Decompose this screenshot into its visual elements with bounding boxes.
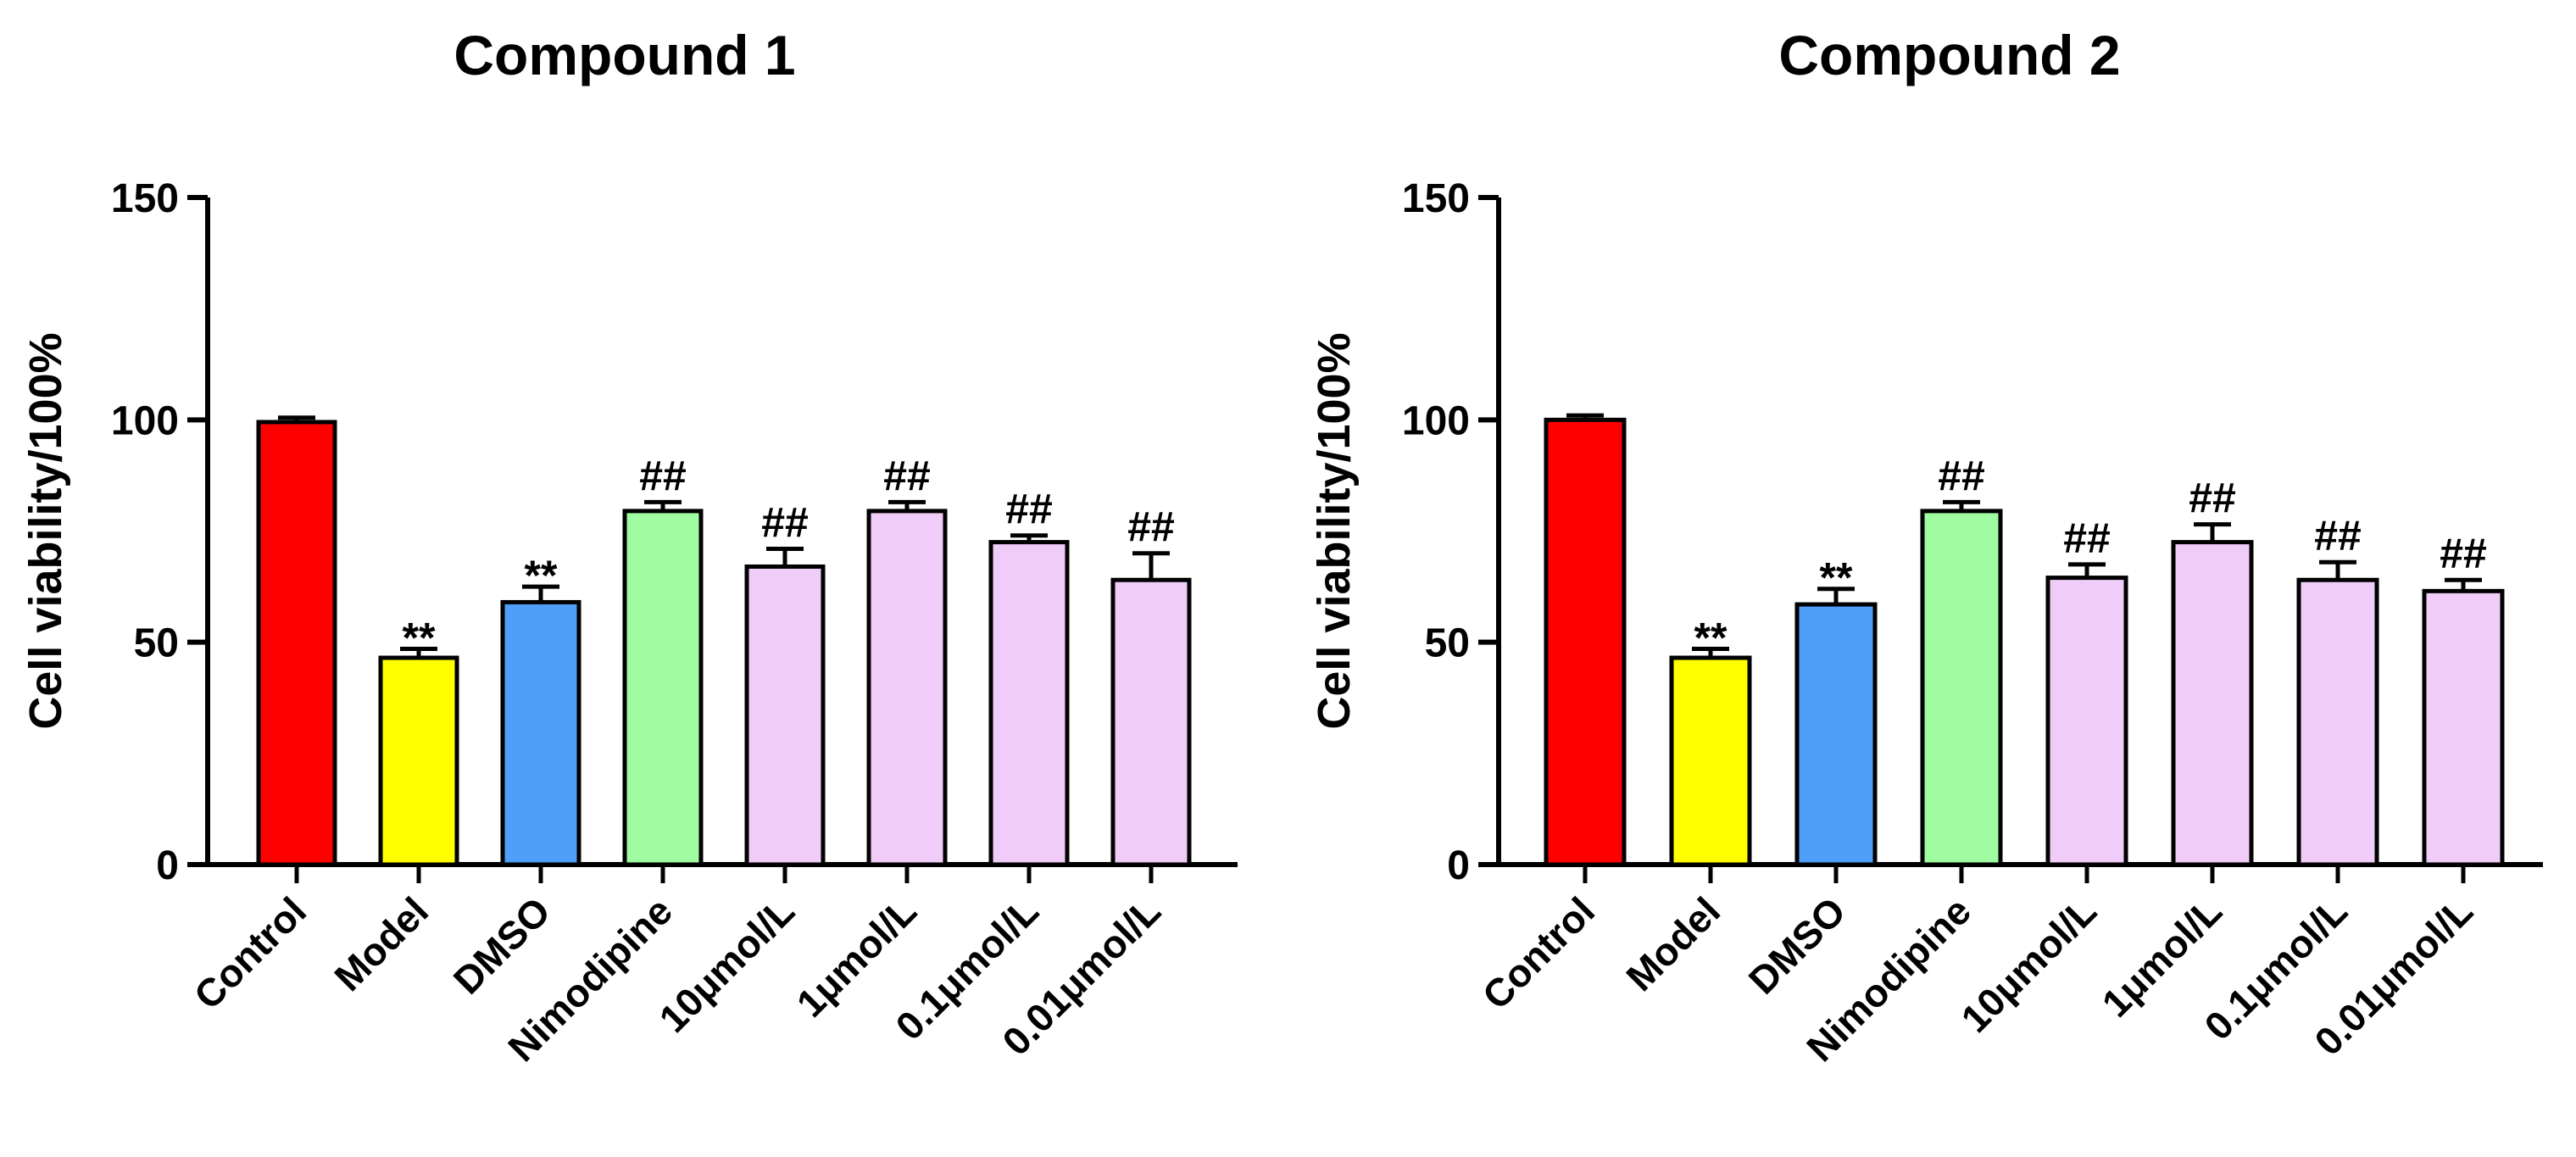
significance-label: ## [2063, 515, 2111, 562]
chart-compound-2: Compound 2 Cell viability/100% 0 50 100 150 Co… [1309, 24, 2543, 1070]
bar-1-mol-l [866, 509, 948, 867]
significance-label: ** [1820, 554, 1853, 602]
bar-model [1669, 655, 1752, 867]
x-tick-label: DMSO [1740, 888, 1854, 1002]
bar-0-1-mol-l [988, 540, 1070, 867]
x-tick-label: 10μmol/L [1952, 888, 2105, 1041]
significance-label: ** [525, 552, 558, 599]
significance-label: ## [883, 452, 931, 499]
chart-title: Compound 1 [453, 24, 795, 86]
y-tick-label: 0 [1447, 843, 1470, 888]
chart-compound-1: Compound 1 Cell viability/100% 0 50 100 150 Co… [20, 24, 1238, 1070]
bar-nimodipine [1920, 509, 2003, 867]
y-axis-label: Cell viability/100% [20, 332, 71, 729]
y-axis-label: Cell viability/100% [1309, 332, 1360, 729]
significance-label: ** [403, 615, 436, 662]
y-tick-label: 150 [1402, 176, 1470, 221]
chart-title: Compound 2 [1778, 24, 2120, 86]
x-tick-label: Model [1617, 888, 1728, 999]
bar-1-mol-l [2171, 540, 2254, 867]
x-tick-label: Control [186, 888, 314, 1017]
x-tick-label: Model [325, 888, 437, 999]
x-tick-label: DMSO [445, 888, 559, 1002]
x-tick-label: Control [1474, 888, 1603, 1017]
bar-model [378, 655, 459, 867]
bar-control [256, 420, 337, 867]
bar-10-mol-l [2045, 576, 2128, 867]
significance-label: ## [1938, 452, 1985, 499]
x-tick-label: 10μmol/L [650, 888, 803, 1041]
bar-dmso [1794, 602, 1878, 867]
y-tick-label: 50 [134, 621, 179, 666]
significance-label: ** [1694, 615, 1728, 662]
bar-0-01-mol-l [2422, 588, 2505, 867]
bar-control [1544, 417, 1627, 867]
significance-label: ## [2440, 530, 2487, 577]
bar-10-mol-l [744, 564, 826, 867]
y-tick-label: 150 [111, 176, 179, 221]
significance-label: ## [761, 498, 809, 546]
significance-label: ## [1127, 503, 1175, 551]
bar-dmso [500, 599, 581, 867]
significance-label: ## [639, 452, 687, 499]
y-tick-label: 0 [156, 843, 179, 888]
y-tick-label: 50 [1425, 621, 1470, 666]
significance-label: ## [1005, 486, 1053, 533]
y-tick-label: 100 [111, 398, 179, 443]
significance-label: ## [2314, 512, 2362, 559]
bar-0-01-mol-l [1110, 577, 1192, 867]
significance-label: ## [2189, 475, 2236, 522]
bar-nimodipine [622, 509, 704, 867]
y-tick-label: 100 [1402, 398, 1470, 443]
bar-0-1-mol-l [2296, 577, 2379, 867]
